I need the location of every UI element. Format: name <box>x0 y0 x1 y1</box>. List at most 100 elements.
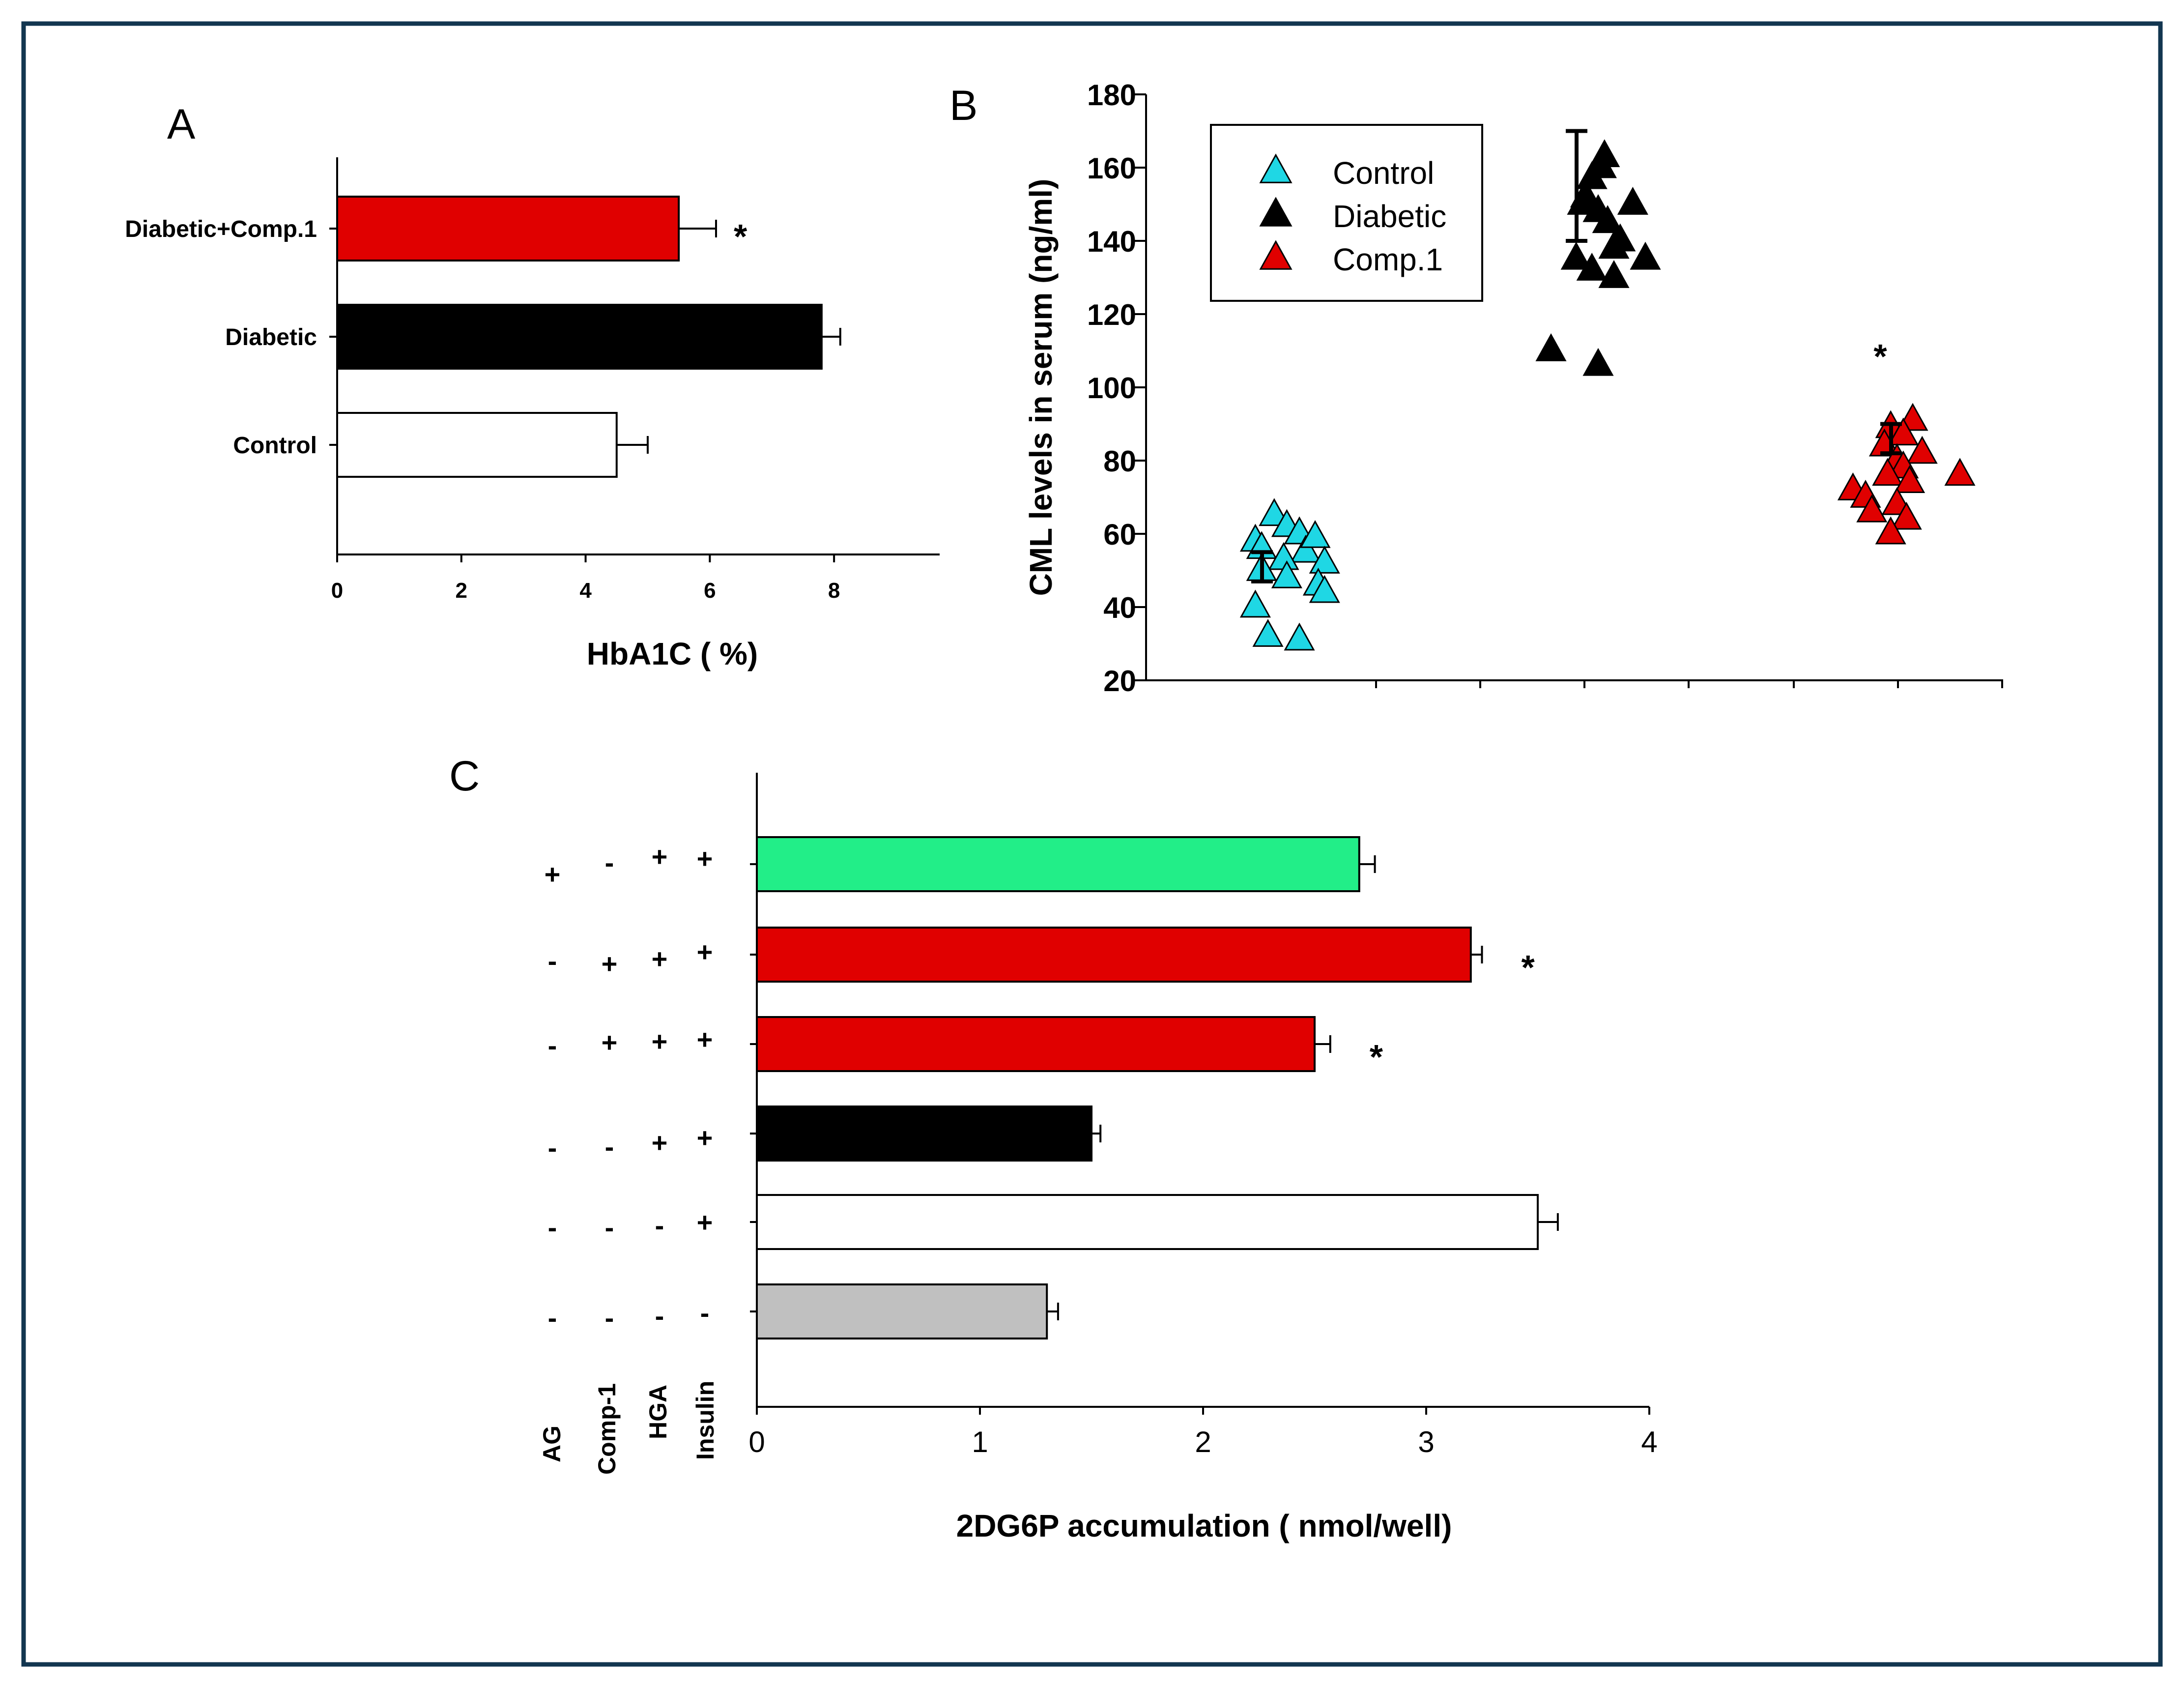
panel-c-treatment-symbol: + <box>697 843 713 874</box>
panel-c-treatment-symbol: + <box>652 1026 668 1057</box>
panel-c-x-tick-label: 0 <box>748 1426 765 1458</box>
panel-c-x-axis-label: 2DG6P accumulation ( nmol/well) <box>956 1508 1452 1543</box>
panel-a-x-tick-label: 2 <box>456 579 467 603</box>
panel-c-bar <box>756 1016 1316 1072</box>
panel-b-scatter-point <box>1284 622 1315 651</box>
panel-c-treatment-symbol: - <box>655 1300 664 1331</box>
panel-c-bar <box>756 1194 1539 1250</box>
panel-b-legend-marker <box>1259 240 1293 270</box>
panel-c-treatment-symbol: + <box>652 943 668 974</box>
panel-b-y-tick-label: 100 <box>1087 372 1136 405</box>
panel-c-treatment-symbol: - <box>700 1297 710 1328</box>
panel-c-treatment-symbol: + <box>697 936 713 967</box>
panel-c-x-tick-label: 4 <box>1641 1426 1657 1458</box>
panel-b-label: B <box>949 82 977 129</box>
panel-a-category-label: Diabetic <box>225 324 317 350</box>
panel-c-treatment-name: Insulin <box>691 1381 719 1460</box>
panel-b-legend-label: Diabetic <box>1333 199 1446 234</box>
panel-b-legend-label: Control <box>1333 155 1434 191</box>
panel-c-x-tick-label: 2 <box>1195 1426 1211 1458</box>
panel-a-significance: * <box>734 217 747 256</box>
panel-b-scatter-point <box>1582 348 1614 376</box>
panel-b-y-tick-label: 80 <box>1103 445 1136 478</box>
panel-b-scatter-point <box>1560 241 1592 270</box>
panel-b: B 20 40 60 80 100 120 140 160 180 CML levels in se… <box>949 79 2003 698</box>
panel-c-bar <box>756 1106 1092 1162</box>
panel-c-treatment-symbol: + <box>545 859 561 890</box>
panel-c-bar <box>756 836 1360 892</box>
panel-c-treatment-name: HGA <box>644 1385 672 1439</box>
panel-b-scatter-point <box>1309 546 1340 574</box>
panel-b-y-tick-label: 60 <box>1103 518 1136 551</box>
panel-b-scatter-point <box>1598 231 1630 259</box>
panel-c-bar <box>756 927 1472 983</box>
panel-a-bar <box>336 304 823 370</box>
panel-b-scatter-point <box>1290 534 1322 563</box>
panel-c-treatment-symbol: - <box>548 945 557 976</box>
panel-b-scatter-point <box>1891 501 1922 530</box>
panel-b-y-tick-label: 40 <box>1103 591 1136 624</box>
panel-b-legend-box <box>1210 124 1483 302</box>
panel-a-category-label: Diabetic+Comp.1 <box>125 216 317 242</box>
panel-b-scatter-point <box>1239 589 1271 618</box>
panel-b-y-axis-label: CML levels in serum (ng/ml) <box>1023 179 1059 596</box>
panel-c-treatment-symbol: - <box>605 1131 614 1162</box>
panel-c-treatment-symbol: - <box>605 1302 614 1333</box>
panel-c-treatment-symbol: - <box>548 1302 557 1333</box>
panel-b-y-tick-label: 140 <box>1087 225 1136 258</box>
panel-c-bar <box>756 1283 1048 1339</box>
panel-a: A Diabetic+Comp.1 * Diabetic Control 0 2 4 6 8 HbA… <box>125 101 940 671</box>
panel-a-category-label: Control <box>233 433 317 459</box>
panel-c-treatment-symbol: - <box>605 847 614 878</box>
panel-b-scatter-point <box>1598 260 1630 288</box>
panel-a-label: A <box>167 101 196 148</box>
panel-c-treatment-symbol: - <box>548 1212 557 1243</box>
panel-c-treatment-symbol: + <box>602 948 618 979</box>
panel-a-bar <box>336 412 618 478</box>
panel-b-scatter-point <box>1875 516 1906 545</box>
panel-b-scatter-point <box>1299 520 1331 548</box>
panel-b-legend-marker <box>1259 153 1293 183</box>
panel-c-treatment-symbol: - <box>605 1212 614 1243</box>
panel-b-scatter-point <box>1894 465 1925 494</box>
panel-b-scatter-point <box>1872 458 1903 486</box>
panel-b-y-tick-label: 160 <box>1087 152 1136 185</box>
panel-b-legend-marker <box>1259 197 1293 227</box>
panel-a-bar <box>336 196 680 262</box>
panel-a-x-tick-label: 4 <box>579 579 592 603</box>
panel-a-x-tick-label: 0 <box>331 579 343 603</box>
panel-c: C + - + + * - + + + * - + + + - - + + - - - + - - - - 0 1 2 3 4 AG Comp-1… <box>449 753 1658 1543</box>
panel-b-scatter-point <box>1535 333 1567 361</box>
panel-c-treatment-symbol: + <box>652 841 668 872</box>
panel-c-treatment-symbol: - <box>548 1030 557 1061</box>
panel-c-treatment-symbol: + <box>697 1207 713 1238</box>
panel-b-scatter-point <box>1271 560 1302 588</box>
panel-c-significance: * <box>1370 1038 1383 1076</box>
panel-b-y-tick-label: 120 <box>1087 298 1136 331</box>
panel-c-significance: * <box>1522 948 1535 987</box>
panel-c-treatment-symbol: + <box>697 1122 713 1153</box>
panel-b-scatter-point <box>1906 436 1938 464</box>
panel-c-label: C <box>449 753 480 800</box>
panel-c-treatment-symbol: + <box>602 1027 618 1058</box>
panel-b-scatter-point <box>1259 498 1290 526</box>
panel-b-scatter-point <box>1576 253 1608 281</box>
panel-b-scatter-point <box>1630 241 1661 270</box>
panel-c-treatment-symbol: - <box>548 1132 557 1163</box>
panel-b-significance: * <box>1873 337 1887 376</box>
panel-b-y-tick-label: 20 <box>1103 665 1136 698</box>
panel-b-scatter-point <box>1252 619 1284 647</box>
panel-c-treatment-name: Comp-1 <box>593 1383 621 1475</box>
panel-c-treatment-symbol: + <box>652 1127 668 1158</box>
panel-c-treatment-symbol: - <box>655 1210 664 1241</box>
panel-b-scatter-point <box>1944 458 1976 486</box>
panel-b-legend-label: Comp.1 <box>1333 242 1443 277</box>
panel-a-x-tick-label: 8 <box>828 579 840 603</box>
panel-b-y-tick-label: 180 <box>1087 79 1136 112</box>
panel-c-x-tick-label: 1 <box>972 1426 988 1458</box>
panel-a-x-axis-label: HbA1C ( %) <box>587 636 758 671</box>
panel-b-scatter-point <box>1856 494 1888 523</box>
panel-b-scatter-point <box>1617 187 1648 215</box>
panel-b-scatter-point <box>1309 575 1340 603</box>
